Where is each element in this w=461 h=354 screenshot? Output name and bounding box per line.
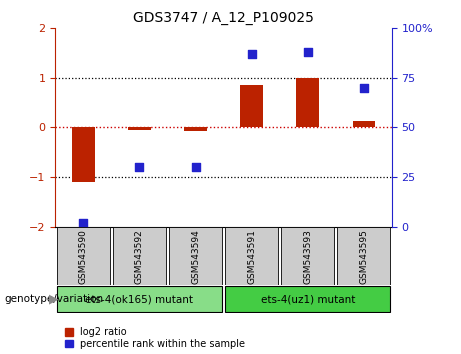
Text: ▶: ▶ bbox=[49, 293, 59, 306]
Text: genotype/variation: genotype/variation bbox=[5, 294, 104, 304]
Text: GSM543590: GSM543590 bbox=[79, 229, 88, 284]
Bar bbox=[281, 227, 334, 285]
Bar bbox=[353, 121, 375, 127]
Point bbox=[304, 49, 312, 55]
Bar bbox=[241, 85, 263, 127]
Point bbox=[248, 51, 255, 57]
Bar bbox=[296, 78, 319, 127]
Text: GSM543591: GSM543591 bbox=[247, 229, 256, 284]
Bar bbox=[337, 227, 390, 285]
Point bbox=[136, 164, 143, 170]
Text: ets-4(ok165) mutant: ets-4(ok165) mutant bbox=[85, 294, 194, 304]
Title: GDS3747 / A_12_P109025: GDS3747 / A_12_P109025 bbox=[133, 11, 314, 24]
Text: GSM543595: GSM543595 bbox=[359, 229, 368, 284]
Bar bbox=[113, 227, 166, 285]
Bar bbox=[169, 227, 222, 285]
Bar bbox=[225, 286, 390, 312]
Point bbox=[360, 85, 367, 91]
Point bbox=[192, 164, 199, 170]
Text: GSM543592: GSM543592 bbox=[135, 229, 144, 284]
Text: ets-4(uz1) mutant: ets-4(uz1) mutant bbox=[260, 294, 355, 304]
Point bbox=[80, 220, 87, 225]
Bar bbox=[57, 286, 222, 312]
Bar bbox=[57, 227, 110, 285]
Legend: log2 ratio, percentile rank within the sample: log2 ratio, percentile rank within the s… bbox=[65, 327, 245, 349]
Text: GSM543593: GSM543593 bbox=[303, 229, 312, 284]
Bar bbox=[128, 127, 151, 130]
Text: GSM543594: GSM543594 bbox=[191, 229, 200, 284]
Bar bbox=[184, 127, 207, 131]
Bar bbox=[72, 127, 95, 182]
Bar bbox=[225, 227, 278, 285]
